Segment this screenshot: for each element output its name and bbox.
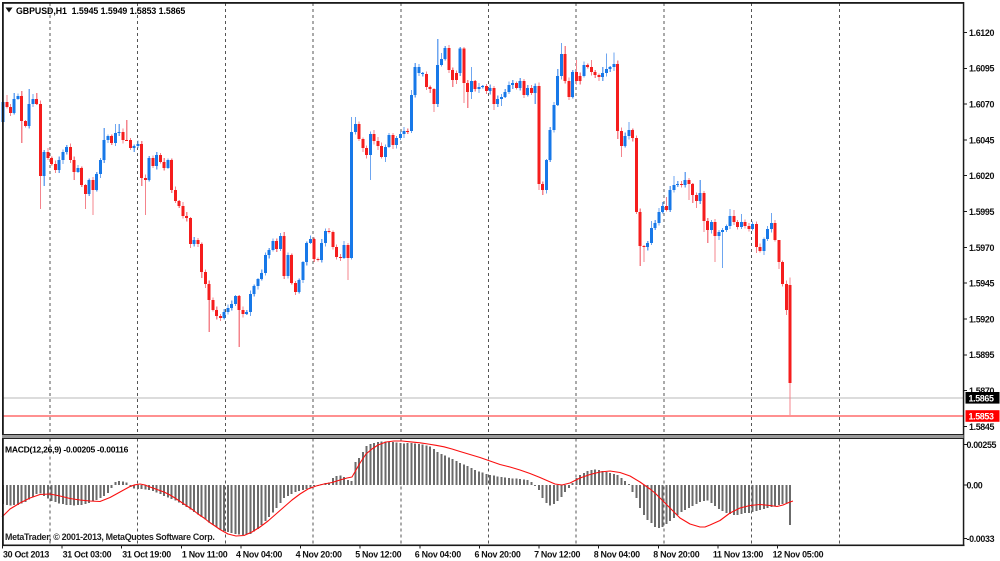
svg-text:5 Nov 12:00: 5 Nov 12:00 <box>355 550 401 560</box>
svg-text:1.5845: 1.5845 <box>969 422 994 432</box>
svg-text:0.00: 0.00 <box>967 480 983 490</box>
svg-text:6 Nov 04:00: 6 Nov 04:00 <box>415 550 461 560</box>
svg-text:1.5920: 1.5920 <box>969 314 994 324</box>
svg-text:MetaTrader, © 2001-2013, MetaQ: MetaTrader, © 2001-2013, MetaQuotes Soft… <box>5 532 215 542</box>
svg-text:6 Nov 20:00: 6 Nov 20:00 <box>475 550 521 560</box>
svg-text:4 Nov 04:00: 4 Nov 04:00 <box>236 550 282 560</box>
svg-text:31 Oct 03:00: 31 Oct 03:00 <box>63 550 112 560</box>
svg-text:1.6120: 1.6120 <box>969 28 994 38</box>
svg-text:1.6045: 1.6045 <box>969 135 994 145</box>
svg-text:7 Nov 12:00: 7 Nov 12:00 <box>534 550 580 560</box>
svg-text:12 Nov 05:00: 12 Nov 05:00 <box>773 550 824 560</box>
svg-text:30 Oct 2013: 30 Oct 2013 <box>3 550 49 560</box>
svg-text:1.5970: 1.5970 <box>969 243 994 253</box>
svg-text:0.00255: 0.00255 <box>967 440 997 450</box>
svg-text:8 Nov 04:00: 8 Nov 04:00 <box>594 550 640 560</box>
svg-text:1.6070: 1.6070 <box>969 100 994 110</box>
svg-text:1.5870: 1.5870 <box>969 386 994 396</box>
svg-text:1.5853: 1.5853 <box>969 412 994 422</box>
svg-text:1 Nov 11:00: 1 Nov 11:00 <box>182 550 228 560</box>
svg-text:11 Nov 13:00: 11 Nov 13:00 <box>713 550 764 560</box>
svg-text:31 Oct 19:00: 31 Oct 19:00 <box>122 550 171 560</box>
svg-text:MACD(12,26,9) -0.00205 -0.0011: MACD(12,26,9) -0.00205 -0.00116 <box>5 445 129 455</box>
svg-text:1.5945: 1.5945 <box>969 279 994 289</box>
svg-text:1.5995: 1.5995 <box>969 207 994 217</box>
svg-text:-0.0033: -0.0033 <box>967 534 995 544</box>
svg-text:1.5895: 1.5895 <box>969 350 994 360</box>
svg-text:8 Nov 20:00: 8 Nov 20:00 <box>653 550 699 560</box>
svg-text:1.5865: 1.5865 <box>969 393 994 403</box>
svg-text:GBPUSD,H1 1.5945 1.5949 1.585: GBPUSD,H1 1.5945 1.5949 1.5853 1.5865 <box>16 6 185 16</box>
svg-text:1.6095: 1.6095 <box>969 64 994 74</box>
svg-text:4 Nov 20:00: 4 Nov 20:00 <box>296 550 342 560</box>
svg-text:1.6020: 1.6020 <box>969 171 994 181</box>
